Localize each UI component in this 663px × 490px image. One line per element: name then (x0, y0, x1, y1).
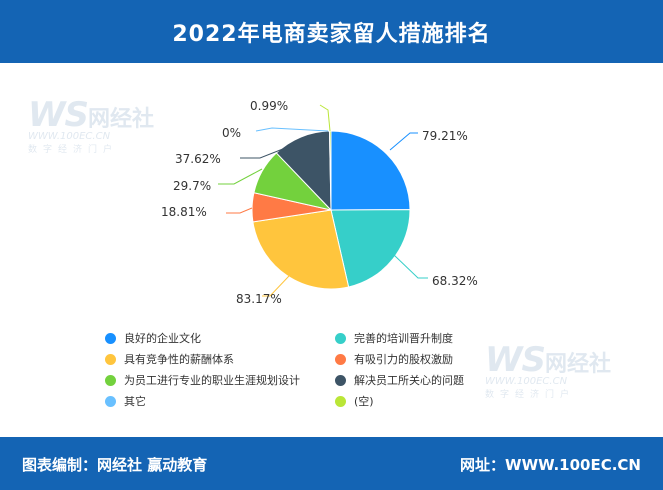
legend-label: 有吸引力的股权激励 (354, 353, 453, 366)
leader-line-2 (262, 275, 290, 297)
data-label-4: 29.7% (173, 179, 211, 193)
pie-slice-2 (252, 209, 350, 290)
leader-line-3 (226, 207, 253, 214)
chart-legend: 良好的企业文化 完善的培训晋升制度具有竞争性的薪酬体系 有吸引力的股权激励为员工进行… (105, 330, 525, 409)
leader-line-4 (218, 168, 263, 185)
footer-bar: 图表编制：网经社 赢动教育 网址：WWW.100EC.CN (0, 437, 663, 490)
pie-chart: 79.21% 68.32% 83.17% 18.81% 29.7% 37.62%0% 0.9… (161, 99, 478, 306)
legend-dot-icon (335, 353, 346, 365)
legend-item-4[interactable]: 为员工进行专业的职业生涯规划设计 (105, 372, 335, 388)
pie-slice-7 (328, 130, 332, 211)
legend-dot-icon (335, 395, 346, 407)
legend-dot-icon (335, 374, 346, 386)
leader-line-1 (393, 254, 428, 279)
data-label-6: 0% (222, 126, 241, 140)
legend-item-5[interactable]: 解决员工所关心的问题 (335, 372, 525, 388)
data-label-7: 0.99% (250, 99, 288, 113)
data-label-3: 18.81% (161, 205, 207, 219)
leader-line-0 (389, 132, 418, 151)
data-label-5: 37.62% (175, 152, 221, 166)
pie-slice-1 (330, 209, 411, 288)
data-label-0: 79.21% (422, 129, 468, 143)
legend-label: 具有竞争性的薪酬体系 (124, 353, 234, 366)
legend-item-1[interactable]: 完善的培训晋升制度 (335, 330, 525, 346)
chart-title: 2022年电商卖家留人措施排名 (172, 21, 491, 47)
legend-label: 完善的培训晋升制度 (354, 332, 453, 345)
leader-line-7 (319, 104, 331, 132)
chart-title-bar: 2022年电商卖家留人措施排名 (0, 0, 663, 63)
footer-credit: 图表编制：网经社 赢动教育 (22, 456, 208, 474)
legend-dot-icon (105, 395, 116, 407)
legend-item-0[interactable]: 良好的企业文化 (105, 330, 335, 346)
data-label-2: 83.17% (236, 292, 282, 306)
legend-item-3[interactable]: 有吸引力的股权激励 (335, 351, 525, 367)
legend-item-7[interactable]: (空) (335, 393, 525, 409)
legend-item-2[interactable]: 具有竞争性的薪酬体系 (105, 351, 335, 367)
legend-dot-icon (335, 332, 346, 344)
legend-dot-icon (105, 332, 116, 344)
legend-label: 为员工进行专业的职业生涯规划设计 (124, 374, 300, 387)
pie-slice-0 (330, 130, 411, 211)
leader-line-5 (240, 142, 299, 159)
legend-label: 良好的企业文化 (124, 332, 201, 345)
legend-dot-icon (105, 374, 116, 386)
legend-label: (空) (354, 395, 374, 408)
legend-dot-icon (105, 353, 116, 365)
legend-item-6[interactable]: 其它 (105, 393, 335, 409)
leader-line-6 (255, 127, 329, 132)
legend-label: 解决员工所关心的问题 (354, 374, 464, 387)
footer-url: 网址：WWW.100EC.CN (460, 456, 641, 474)
legend-label: 其它 (124, 395, 146, 408)
data-label-1: 68.32% (432, 274, 478, 288)
